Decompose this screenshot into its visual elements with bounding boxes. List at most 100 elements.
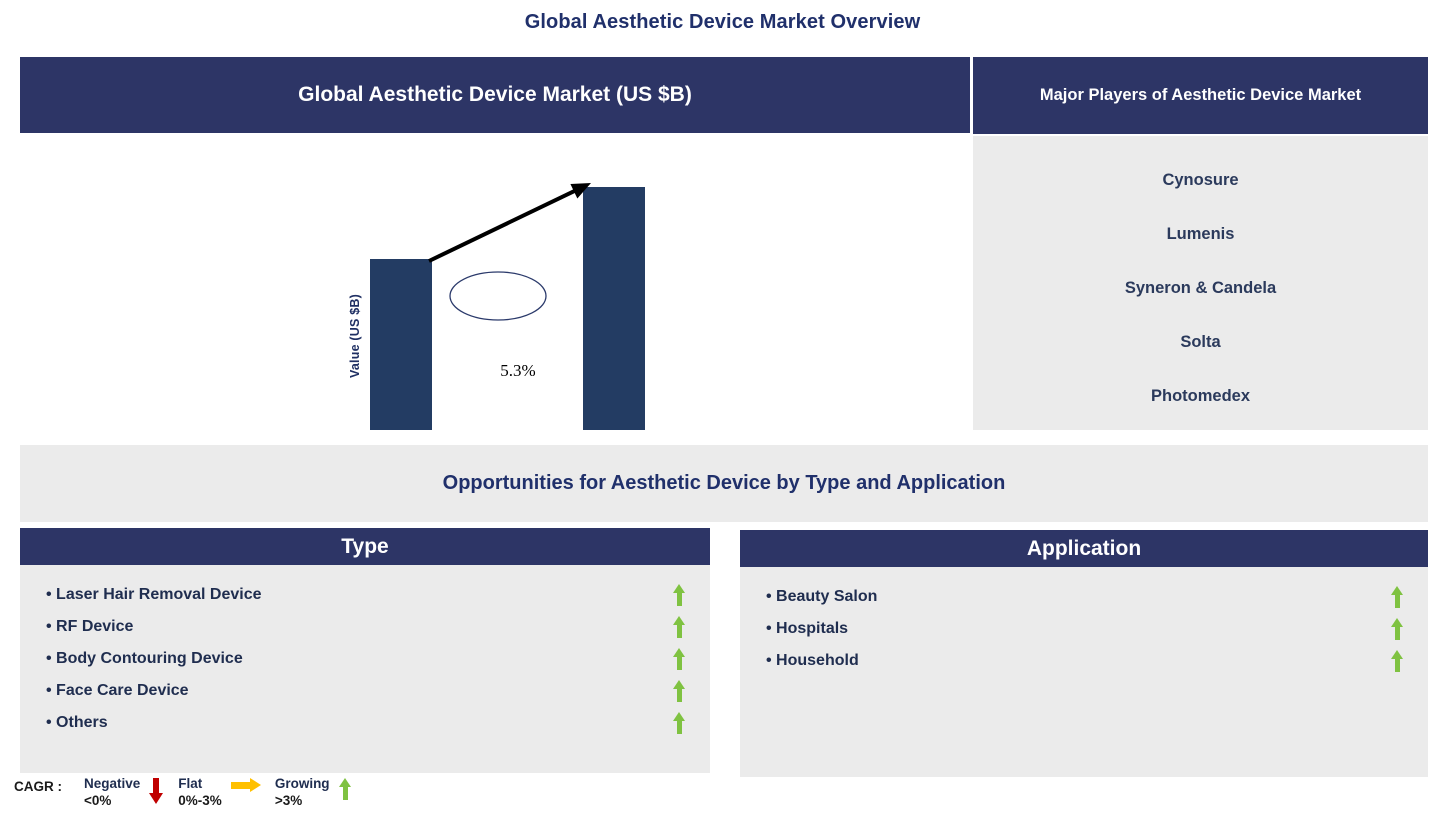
cagr-legend-items: Negative <0% Flat 0%-3% Growing >3% [84,775,366,809]
cagr-legend-text: Growing >3% [275,775,330,809]
major-players-card: Major Players of Aesthetic Device Market… [973,57,1428,430]
arrow-head [149,793,164,804]
cagr-legend-title: CAGR : [14,779,62,794]
list-item-label: • Laser Hair Removal Device [46,586,262,603]
type-panel: Type • Laser Hair Removal Device • RF Dev… [20,528,710,773]
arrow-shaft [1395,657,1400,672]
arrow-head [673,584,685,593]
arrow-shaft [677,655,682,670]
arrow-head [1391,586,1403,595]
growth-arrow-line [428,186,581,263]
application-panel-body: • Beauty Salon • Hospitals • Household [740,567,1428,777]
arrow-up-icon [673,648,686,670]
market-chart-header: Global Aesthetic Device Market (US $B) [20,57,970,133]
arrow-right-icon [230,778,261,793]
cagr-legend-label: Flat [178,776,203,791]
arrow-up-icon [673,712,686,734]
arrow-head [249,778,261,792]
player-item: Photomedex [1150,387,1251,405]
player-item: Lumenis [1166,225,1235,243]
cagr-value-label: 5.3% [500,361,536,380]
arrow-shaft [1395,625,1400,640]
arrow-shaft [677,719,682,734]
arrow-shaft [677,591,682,606]
list-item-label: • Others [46,714,108,731]
cagr-legend-icon-wrap [149,778,164,809]
player-item: Solta [1180,333,1221,351]
list-item-label: • RF Device [46,618,134,635]
arrow-up-icon [338,778,352,800]
cagr-legend-label: Growing [274,776,330,791]
cagr-legend-item: Flat 0%-3% [178,775,267,809]
list-item: • Body Contouring Device [20,643,710,675]
cagr-legend-item: Negative <0% [84,775,170,809]
list-item-label: • Hospitals [766,620,849,637]
list-item: • Face Care Device [20,675,710,707]
market-chart-body: Value (US $B) 5.3% 2025 2031 Source : Lu… [20,133,970,564]
cagr-legend-range: >3% [274,793,303,808]
player-item: Syneron & Candela [1124,279,1277,297]
growth-arrow-head [570,183,591,199]
arrow-up-icon [1391,586,1404,608]
y-axis-label: Value (US $B) [348,294,362,378]
arrow-shaft [153,778,160,794]
cagr-legend: CAGR : Negative <0% Flat 0%-3% Growing >3% [14,775,366,815]
arrow-head [673,712,685,721]
cagr-legend-icon-wrap [230,778,261,798]
major-players-list: Cynosure Lumenis Syneron & Candela Solta Pho… [973,136,1428,430]
arrow-up-icon [1391,618,1404,640]
arrow-shaft [677,623,682,638]
cagr-legend-text: Negative <0% [84,775,140,809]
arrow-head [338,778,351,787]
cagr-legend-item: Growing >3% [275,775,358,809]
arrow-up-icon [673,616,686,638]
cagr-legend-range: 0%-3% [178,793,222,808]
list-item-label: • Household [766,652,859,669]
application-panel: Application • Beauty Salon • Hospitals • H… [740,530,1428,777]
list-item-label: • Face Care Device [46,682,189,699]
arrow-shaft [230,782,250,789]
application-panel-header-label: Application [1026,536,1142,560]
arrow-head [673,616,685,625]
cagr-legend-icon-wrap [338,778,352,805]
bar-2025 [370,259,432,430]
cagr-legend-label: Negative [84,776,141,791]
bar-2031 [583,187,645,430]
arrow-up-icon [673,680,686,702]
opportunities-banner-label: Opportunities for Aesthetic Device by Ty… [442,472,1006,494]
list-item-label: • Body Contouring Device [46,650,243,667]
arrow-down-icon [149,778,164,804]
arrow-shaft [342,785,348,800]
page-title: Global Aesthetic Device Market Overview [524,11,921,33]
arrow-up-icon [673,584,686,606]
arrow-head [673,648,685,657]
list-item: • Household [740,645,1428,677]
type-panel-body: • Laser Hair Removal Device • RF Device • … [20,565,710,773]
cagr-bubble [449,271,547,321]
type-panel-header: Type [20,528,710,565]
arrow-up-icon [1391,650,1404,672]
list-item: • Hospitals [740,613,1428,645]
application-panel-header: Application [740,530,1428,567]
type-panel-header-label: Type [341,534,389,558]
player-item: Cynosure [1162,171,1239,189]
arrow-head [673,680,685,689]
arrow-head [1391,618,1403,627]
arrow-head [1391,650,1403,659]
list-item: • Others [20,707,710,739]
arrow-shaft [1395,593,1400,608]
major-players-header: Major Players of Aesthetic Device Market [973,57,1428,134]
list-item-label: • Beauty Salon [766,588,878,605]
opportunities-banner: Opportunities for Aesthetic Device by Ty… [20,445,1428,522]
list-item: • Beauty Salon [740,581,1428,613]
list-item: • Laser Hair Removal Device [20,579,710,611]
cagr-legend-range: <0% [84,793,112,808]
bar-chart [370,183,645,430]
arrow-shaft [677,687,682,702]
list-item: • RF Device [20,611,710,643]
cagr-legend-text: Flat 0%-3% [178,775,222,809]
major-players-header-label: Major Players of Aesthetic Device Market [1039,86,1362,104]
market-chart-card: Global Aesthetic Device Market (US $B) V… [20,57,970,564]
market-chart-header-label: Global Aesthetic Device Market (US $B) [298,83,692,106]
